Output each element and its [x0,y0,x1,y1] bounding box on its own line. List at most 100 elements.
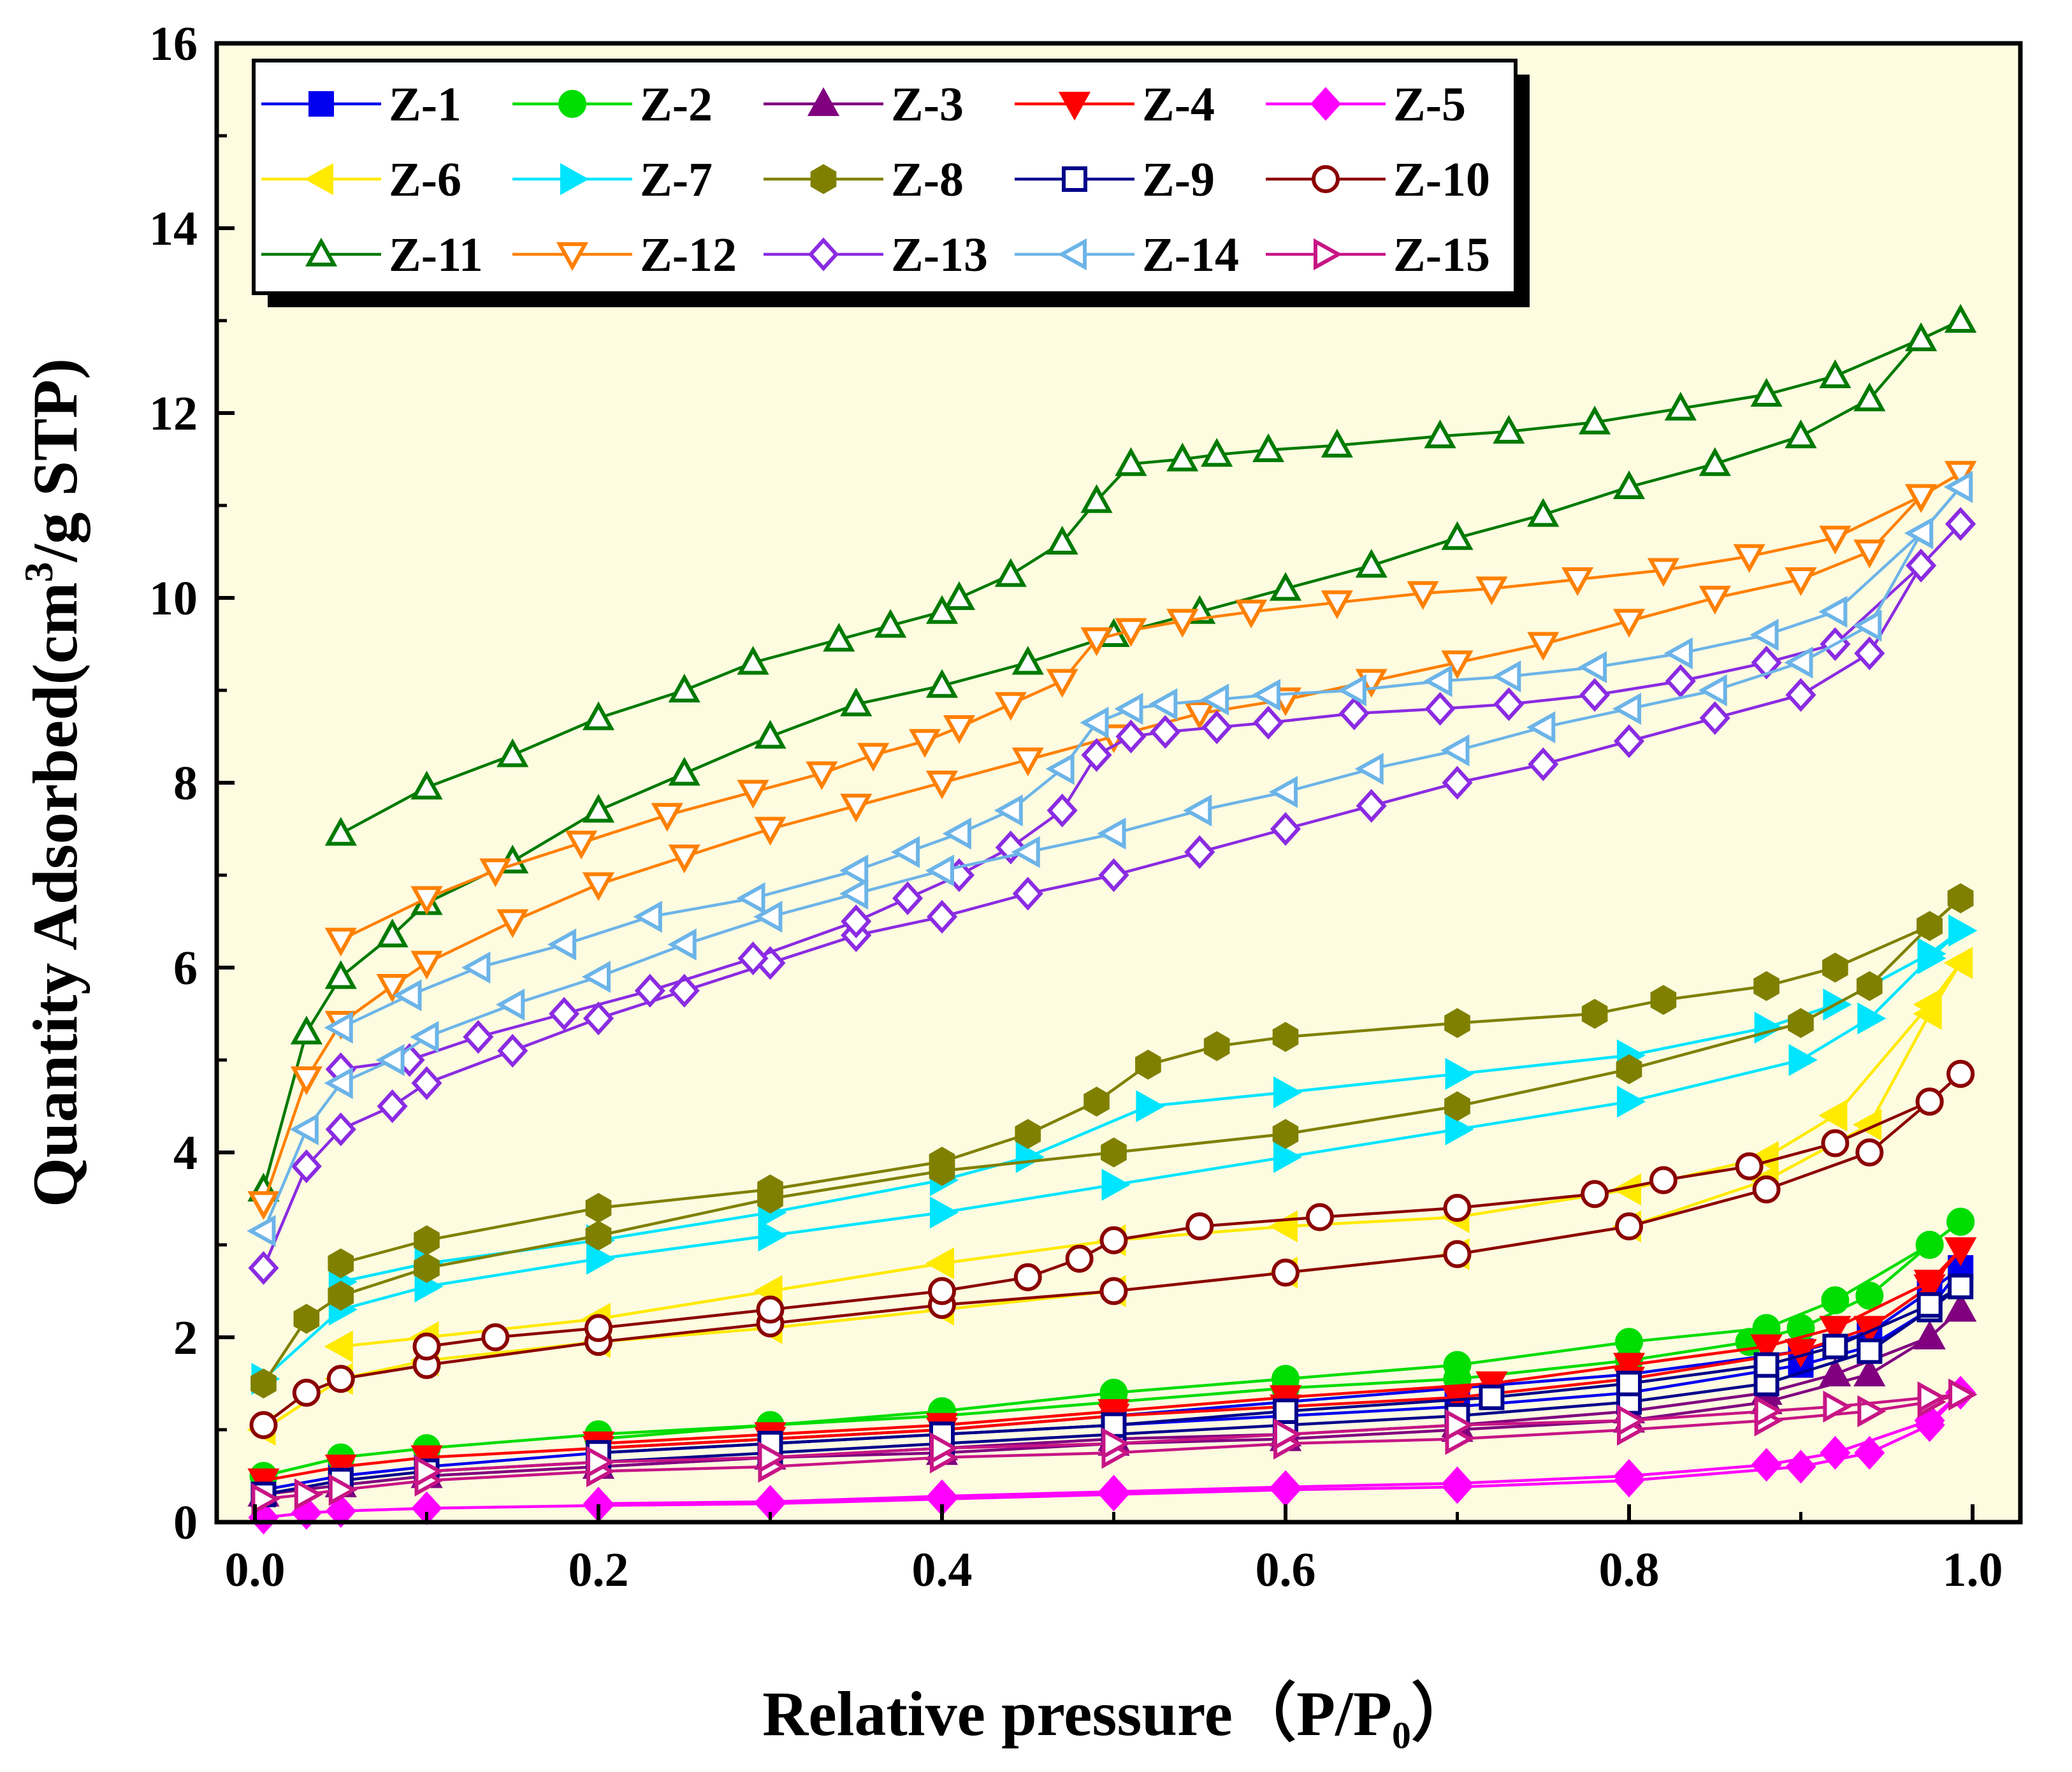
legend-marker [305,237,338,266]
z-5-desorption-point [1442,1466,1473,1500]
z-3-desorption-point [1945,1293,1977,1322]
z-13-desorption-point [841,904,872,938]
z-11-desorption-point [994,558,1027,587]
legend-label: Z-6 [389,153,461,207]
z-11-desorption-point [496,738,529,767]
z-11-adsorption-point [754,720,786,749]
z-15-desorption-point [1445,1409,1474,1441]
z-12-adsorption-point [1011,747,1044,776]
z-10-desorption-point [584,1314,612,1342]
z-11-adsorption-point [925,669,959,698]
z-5-adsorption-point [1854,1435,1885,1470]
z-14-desorption-point [1818,595,1848,628]
z-8-desorption-point [1753,971,1779,1001]
z-11-desorption-point [1080,484,1113,513]
z-11-adsorption-point [290,1015,322,1045]
z-8-desorption-point [1272,1022,1299,1052]
legend-entry-z-6: Z-6 [261,153,461,207]
legend-label: Z-13 [891,228,988,282]
z-12-desorption-point [1166,609,1199,638]
z-14-adsorption-point [1011,836,1040,868]
z-8-desorption-point [414,1225,440,1256]
z-11-adsorption-point [1269,572,1302,601]
z-10-adsorption-point [1855,1138,1884,1166]
legend-entry-z-12: Z-12 [512,228,737,282]
z-11-desorption-point [1046,525,1078,555]
z-13-desorption-point [1338,696,1370,730]
z-14-adsorption-point [1698,674,1727,707]
z-14-adsorption-point [410,1020,439,1053]
z-2-desorption-point [1915,1231,1944,1259]
z-13-adsorption-point [1613,724,1645,759]
z-10-desorption-point [1649,1166,1677,1195]
legend-entry-z-14: Z-14 [1015,228,1239,282]
z-13-desorption-point [1579,678,1611,712]
z-11-desorption-point [1750,377,1783,407]
y-tick-label: 14 [149,202,198,256]
z-8-desorption-point [1203,1031,1230,1061]
z-11-adsorption-point [1785,419,1817,449]
z-10-desorption-point [1099,1226,1128,1254]
y-tick-label: 6 [173,941,198,995]
z-11-desorption-point [1579,405,1611,435]
z-13-desorption-point [1424,692,1456,726]
z-14-desorption-point [736,882,765,915]
z-10-desorption-point [1821,1129,1850,1158]
z-13-desorption-point [1945,507,1976,541]
z-15-desorption-point [930,1432,959,1465]
z-14-desorption-point [890,836,920,868]
z-12-adsorption-point [1441,650,1474,679]
z-10-adsorption-point [1271,1258,1300,1287]
z-13-desorption-point [463,1020,494,1054]
z-4-desorption-point [1750,1334,1783,1363]
z-3-desorption-point [1819,1357,1851,1386]
x-axis-title: Relative pressure（P/P₀） [762,1678,1475,1749]
z-14-adsorption-point [1354,753,1384,785]
legend-marker [1062,166,1087,192]
z-9-desorption-point [1916,1292,1943,1318]
z-12-desorption-point [994,692,1027,721]
z-14-adsorption-point [1183,794,1212,827]
z-11-desorption-point [582,701,615,730]
z-10-desorption-point [1443,1194,1472,1222]
z-12-desorption-point [651,802,683,832]
legend-entry-z-7: Z-7 [512,153,713,207]
z-15-desorption-point [1617,1404,1646,1437]
z-11-adsorption-point [1699,447,1731,476]
y-tick-label: 16 [149,17,198,71]
z-10-adsorption-point [326,1365,355,1393]
z-13-desorption-point [549,997,580,1031]
z-14-desorption-point [547,928,577,961]
z-12-desorption-point [1321,590,1353,620]
z-14-adsorption-point [839,877,869,910]
legend-entry-z-5: Z-5 [1266,78,1466,131]
z-11-desorption-point [925,595,959,624]
z-14-desorption-point [1750,618,1779,651]
z-12-adsorption-point [496,909,529,938]
z-9-desorption-point [1616,1370,1642,1397]
z-14-desorption-point [1337,674,1366,707]
z-5-desorption-point [1270,1470,1301,1504]
z-7-desorption-point [1136,1090,1165,1122]
series-layer [247,303,1978,1535]
z-12-adsorption-point [840,794,873,823]
z-12-desorption-point [410,886,443,915]
z-6-desorption-point [1913,988,1942,1021]
z-15-desorption-point [414,1455,444,1488]
legend-label: Z-2 [640,78,713,131]
z-12-desorption-point [1647,558,1679,587]
z-11-adsorption-point [1011,646,1044,675]
x-tick-label: 0.4 [912,1543,973,1597]
z-5-desorption-point [1820,1435,1851,1470]
z-10-adsorption-point [249,1411,278,1439]
z-2-adsorption-point [1855,1281,1884,1310]
z-8-desorption-point [1083,1086,1110,1117]
z-8-desorption-point [1444,1008,1470,1038]
z-14-desorption-point [1045,753,1075,785]
z-4-desorption-point [1612,1353,1646,1382]
z-8-desorption-point [757,1174,783,1205]
z-14-desorption-point [393,979,422,1012]
y-tick-label: 4 [173,1126,198,1180]
z-4-desorption-point [1819,1316,1851,1345]
legend-marker [308,91,334,117]
